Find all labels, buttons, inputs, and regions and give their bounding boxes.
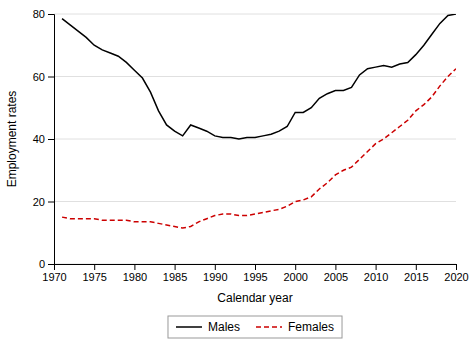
x-axis-title: Calendar year (217, 291, 292, 305)
legend-label: Females (288, 320, 334, 334)
grid-line (54, 201, 456, 202)
y-tick: 60 (33, 71, 54, 83)
chart: 1970 1975 1980 1985 1990 1995 2000 2005 2010 2015… (0, 0, 474, 344)
x-tick-label: 2015 (404, 271, 428, 283)
x-tick: 1985 (163, 264, 187, 283)
lines (62, 14, 456, 228)
grid-line (54, 76, 456, 77)
y-tick-label: 40 (33, 133, 45, 145)
x-tick-mark (456, 264, 457, 270)
x-tick-label: 1995 (243, 271, 267, 283)
x-tick-mark (295, 264, 296, 270)
plot-area: 1970 1975 1980 1985 1990 1995 2000 2005 2010 2015… (33, 8, 469, 283)
y-tick-label: 60 (33, 71, 45, 83)
x-tick-mark (94, 264, 95, 270)
y-tick-mark (48, 139, 54, 140)
x-tick-mark (335, 264, 336, 270)
grid-line (54, 14, 456, 15)
x-tick-label: 1970 (42, 271, 66, 283)
legend: Males Females (168, 316, 342, 338)
y-tick-label: 80 (33, 8, 45, 20)
legend-swatch (176, 326, 202, 328)
y-tick: 20 (33, 196, 54, 208)
x-tick: 2020 (444, 264, 468, 283)
x-tick-mark (134, 264, 135, 270)
x-tick-mark (215, 264, 216, 270)
x-tick-mark (255, 264, 256, 270)
x-tick-label: 2010 (364, 271, 388, 283)
y-axis-title: Employment rates (5, 91, 19, 188)
x-axis-line (55, 265, 457, 271)
y-tick-mark (48, 77, 54, 78)
x-tick-label: 1975 (82, 271, 106, 283)
legend-label: Males (208, 320, 240, 334)
y-tick-mark (48, 202, 54, 203)
x-tick: 2015 (404, 264, 428, 283)
series-line (62, 14, 456, 139)
x-tick: 1970 (42, 264, 66, 283)
x-tick: 1980 (123, 264, 147, 283)
y-tick-label: 0 (39, 258, 45, 270)
x-tick: 1975 (82, 264, 106, 283)
x-tick: 2010 (364, 264, 388, 283)
x-tick-label: 2000 (283, 271, 307, 283)
x-tick-mark (376, 264, 377, 270)
y-tick-mark (48, 14, 54, 15)
x-tick: 2005 (324, 264, 348, 283)
x-tick-label: 1980 (123, 271, 147, 283)
y-tick: 80 (33, 8, 54, 20)
x-tick-mark (416, 264, 417, 270)
x-tick-mark (175, 264, 176, 270)
x-tick-label: 1990 (203, 271, 227, 283)
x-axis: 1970 1975 1980 1985 1990 1995 2000 2005 2010 2015… (42, 264, 468, 283)
y-axis-line (48, 15, 55, 265)
x-tick-label: 1985 (163, 271, 187, 283)
series-line (62, 69, 456, 228)
grid (54, 14, 456, 264)
x-tick: 1995 (243, 264, 267, 283)
y-tick-label: 20 (33, 196, 45, 208)
y-tick: 0 (39, 258, 54, 270)
y-tick-mark (48, 264, 54, 265)
x-tick: 1990 (203, 264, 227, 283)
y-tick: 40 (33, 133, 54, 145)
legend-swatch (256, 326, 282, 328)
x-tick-label: 2005 (324, 271, 348, 283)
y-axis: 0 20 40 60 80 (33, 8, 55, 270)
legend-frame (168, 316, 342, 338)
x-tick: 2000 (283, 264, 307, 283)
grid-line (54, 139, 456, 140)
x-tick-label: 2020 (444, 271, 468, 283)
